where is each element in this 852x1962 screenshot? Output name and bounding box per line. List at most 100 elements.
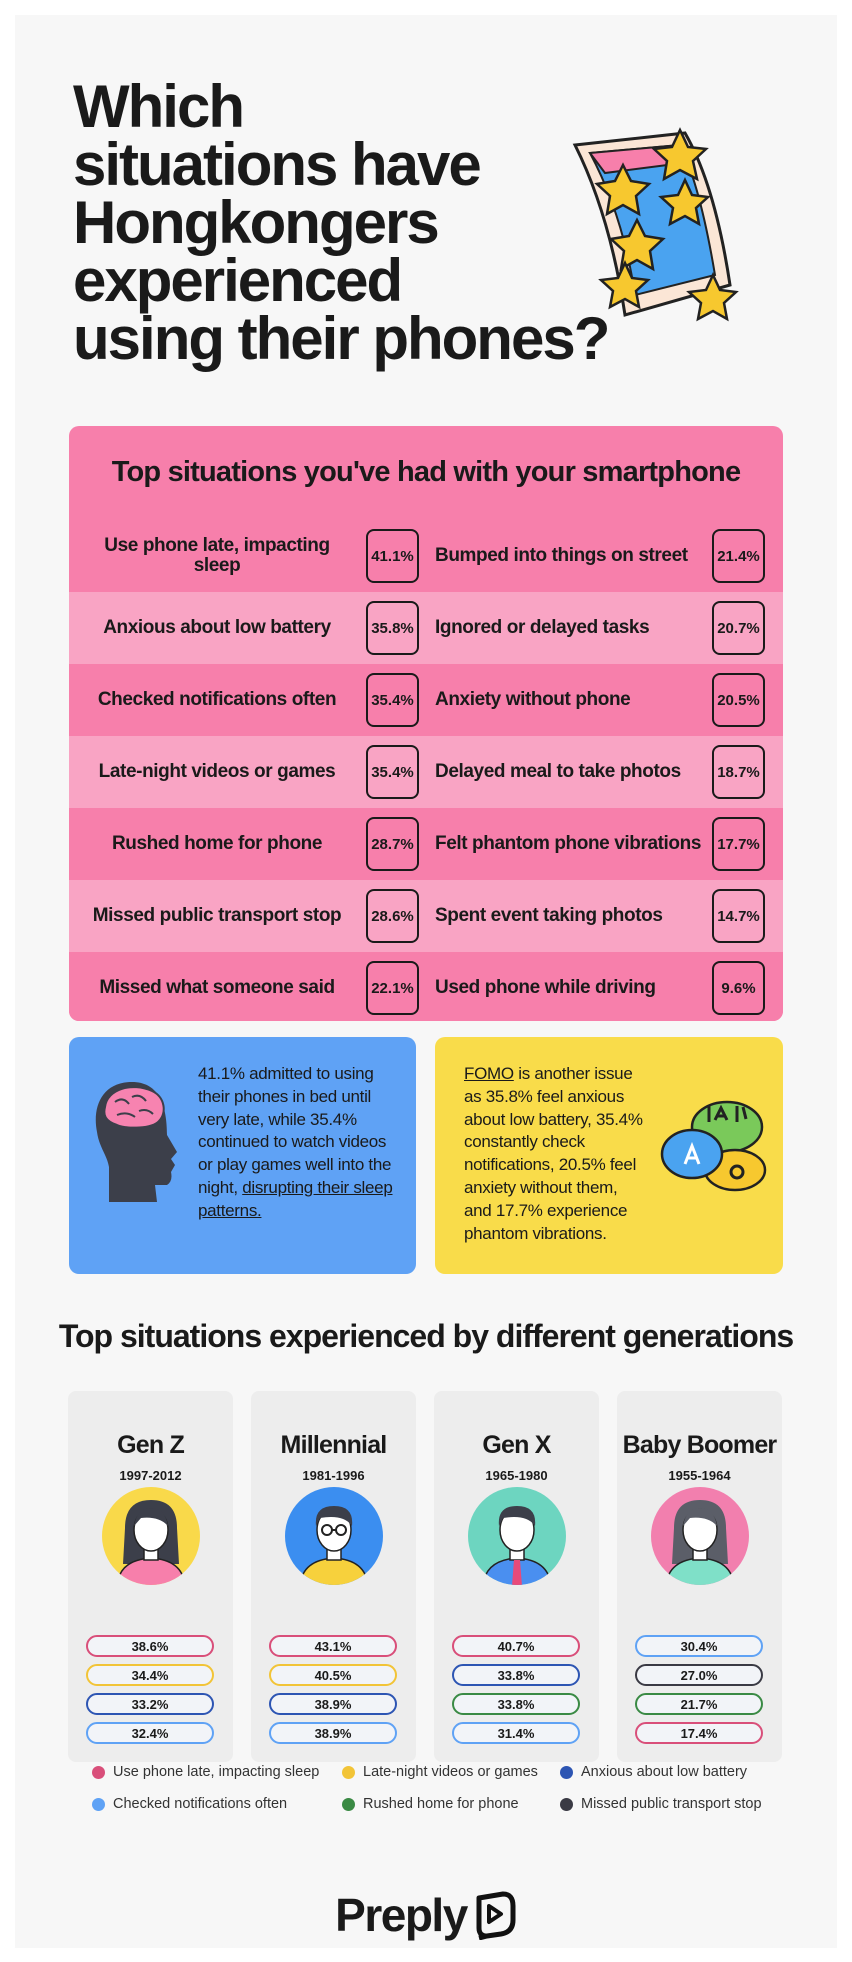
- legend-label: Anxious about low battery: [581, 1764, 748, 1780]
- legend-item: Rushed home for phone: [342, 1796, 519, 1812]
- situation-percent: 41.1%: [366, 529, 419, 583]
- sleep-note-text: 41.1% admitted to using their phones in …: [198, 1063, 403, 1223]
- generation-percent: 38.9%: [269, 1722, 397, 1744]
- title-line: using their phones?: [73, 305, 610, 372]
- table-row: Late-night videos or games 35.4% Delayed m…: [69, 736, 783, 808]
- generation-percent: 43.1%: [269, 1635, 397, 1657]
- legend-item: Use phone late, impacting sleep: [92, 1764, 319, 1780]
- legend-item: Missed public transport stop: [560, 1796, 762, 1812]
- generation-card: Millennial 1981-1996 43.1% 40.5% 38.9% 38.9%: [251, 1391, 416, 1762]
- avatar: [651, 1487, 749, 1585]
- legend-swatch: [342, 1765, 355, 1779]
- table-title: Top situations you've had with your smar…: [111, 456, 741, 488]
- generation-name: Gen X: [482, 1431, 551, 1459]
- generation-percent: 17.4%: [635, 1722, 763, 1744]
- title-line: experienced: [73, 247, 403, 314]
- legend-item: Checked notifications often: [92, 1796, 287, 1812]
- situation-label: Used phone while driving: [435, 977, 656, 998]
- situation-label: Delayed meal to take photos: [435, 761, 681, 782]
- situation-percent: 35.4%: [366, 673, 419, 727]
- situation-label: Checked notifications often: [97, 689, 337, 710]
- generation-percent: 27.0%: [635, 1664, 763, 1686]
- situation-label: Missed public transport stop: [92, 905, 342, 926]
- situation-percent: 22.1%: [366, 961, 419, 1015]
- table-row: Missed public transport stop 28.6% Spent e…: [69, 880, 783, 952]
- title: Which situations have Hongkongers experienc…: [73, 73, 610, 372]
- avatar: [285, 1487, 383, 1585]
- sleep-note: 41.1% admitted to using their phones in …: [69, 1037, 416, 1274]
- situation-label: Rushed home for phone: [111, 833, 323, 854]
- generation-percent: 30.4%: [635, 1635, 763, 1657]
- fomo-note: FOMO is another issue as 35.8% feel anxi…: [435, 1037, 783, 1274]
- legend-label: Late-night videos or games: [363, 1764, 538, 1780]
- fomo-note-text: FOMO is another issue as 35.8% feel anxi…: [464, 1063, 649, 1245]
- generation-percent: 38.9%: [269, 1693, 397, 1715]
- generation-percent: 33.8%: [452, 1693, 580, 1715]
- avatar: [468, 1487, 566, 1585]
- generation-percent: 40.7%: [452, 1635, 580, 1657]
- situations-table: Top situations you've had with your smar…: [69, 426, 783, 1021]
- situation-percent: 20.5%: [712, 673, 765, 727]
- situation-percent: 28.6%: [366, 889, 419, 943]
- generations-title: Top situations experienced by different …: [58, 1318, 794, 1354]
- table-row: Use phone late, impacting sleep 41.1% Bump…: [69, 520, 783, 592]
- legend-label: Use phone late, impacting sleep: [113, 1764, 320, 1780]
- situation-label: Missed what someone said: [99, 977, 335, 998]
- situation-percent: 28.7%: [366, 817, 419, 871]
- situation-percent: 35.4%: [366, 745, 419, 799]
- generation-years: 1997-2012: [119, 1468, 182, 1483]
- speech-bubbles-icon: [660, 1100, 767, 1192]
- generation-percent: 34.4%: [86, 1664, 214, 1686]
- legend-item: Late-night videos or games: [342, 1764, 538, 1780]
- brand-logo: [476, 1891, 516, 1940]
- situation-label: Spent event taking photos: [435, 905, 663, 926]
- footer: Preply: [0, 1888, 852, 1942]
- generation-name: Gen Z: [117, 1431, 185, 1459]
- stars-illustration: [572, 127, 739, 322]
- situation-percent: 35.8%: [366, 601, 419, 655]
- legend-label: Missed public transport stop: [581, 1796, 762, 1812]
- legend-swatch: [92, 1797, 105, 1811]
- legend-swatch: [560, 1765, 573, 1779]
- generation-percent: 33.2%: [86, 1693, 214, 1715]
- situation-percent: 14.7%: [712, 889, 765, 943]
- table-row: Checked notifications often 35.4% Anxiety …: [69, 664, 783, 736]
- situation-percent: 17.7%: [712, 817, 765, 871]
- situation-percent: 20.7%: [712, 601, 765, 655]
- situation-percent: 18.7%: [712, 745, 765, 799]
- generation-card: Gen Z 1997-2012 38.6% 34.4% 33.2% 32.4%: [68, 1391, 233, 1762]
- legend-label: Checked notifications often: [113, 1796, 288, 1812]
- generation-years: 1965-1980: [485, 1468, 548, 1483]
- situation-label: Late-night videos or games: [98, 761, 336, 782]
- situation-percent: 9.6%: [712, 961, 765, 1015]
- situation-label: Use phone late, impacting sleep: [104, 535, 330, 576]
- generation-percent: 40.5%: [269, 1664, 397, 1686]
- situation-label: Ignored or delayed tasks: [435, 617, 650, 638]
- generation-name: Millennial: [280, 1431, 388, 1459]
- situation-label: Anxious about low battery: [103, 617, 331, 638]
- legend-swatch: [342, 1797, 355, 1811]
- generation-name: Baby Boomer: [622, 1431, 778, 1459]
- generation-percent: 21.7%: [635, 1693, 763, 1715]
- generation-percent: 38.6%: [86, 1635, 214, 1657]
- note-text: is another issue as 35.8% feel anxious a…: [464, 1064, 643, 1243]
- situation-label: Anxiety without phone: [435, 689, 631, 710]
- generation-percent: 33.8%: [452, 1664, 580, 1686]
- title-line: Which: [73, 73, 245, 140]
- generation-percent: 31.4%: [452, 1722, 580, 1744]
- legend-swatch: [92, 1765, 105, 1779]
- brain-icon: [95, 1082, 177, 1202]
- legend-label: Rushed home for phone: [363, 1796, 519, 1812]
- generation-card: Baby Boomer 1955-1964 30.4% 27.0% 21.7% 17.4%: [617, 1391, 782, 1762]
- situation-label: Bumped into things on street: [435, 545, 688, 566]
- title-line: situations have: [73, 131, 482, 198]
- note-link[interactable]: FOMO: [464, 1064, 514, 1083]
- avatar: [102, 1487, 200, 1585]
- situation-label: Felt phantom phone vibrations: [435, 833, 702, 854]
- generation-percent: 32.4%: [86, 1722, 214, 1744]
- note-link[interactable]: disrupting their sleep patterns.: [198, 1177, 393, 1220]
- table-row: Anxious about low battery 35.8% Ignored or…: [69, 592, 783, 664]
- note-text: 41.1% admitted to using their phones in …: [198, 1064, 392, 1197]
- generation-years: 1981-1996: [302, 1468, 365, 1483]
